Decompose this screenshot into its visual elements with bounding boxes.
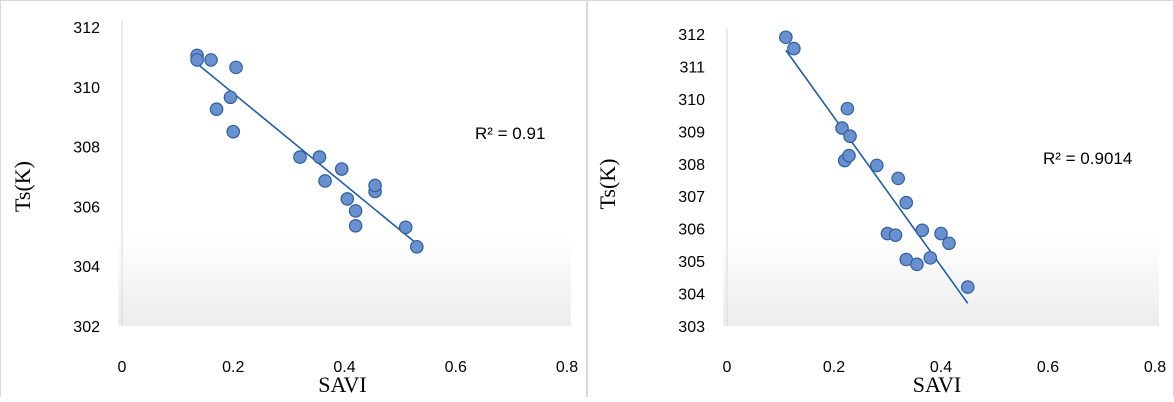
y-axis-title: Ts(K) [595,158,620,209]
y-tick-label: 310 [73,80,100,97]
data-point [348,219,363,233]
data-point [923,251,938,265]
y-tick-label: 305 [678,254,705,271]
y-tick-label: 306 [678,222,705,239]
y-tick-label: 312 [678,27,705,44]
scatter-chart-right: 303 304 305 306 307 308 309 310 311 312 0 0.2 0.4 0.6… [595,27,1166,397]
x-tick-label: 0.6 [445,359,467,376]
data-point [840,101,855,116]
y-tick-label: 303 [678,319,705,336]
data-point [869,158,884,173]
data-point [915,223,930,238]
trendline [785,49,969,304]
data-point [209,102,224,117]
chart-panel-left: 302 304 306 308 310 312 0 0.2 0.4 0.6 0.8 SAVI Ts(K)… [0,0,587,397]
data-point [334,162,349,176]
data-point [226,124,241,139]
data-point [910,257,924,272]
scatter-chart-left: 302 304 306 308 310 312 0 0.2 0.4 0.6 0.8 SAVI Ts(K)… [10,20,578,397]
x-axis-title: SAVI [318,372,367,397]
data-point [835,121,849,135]
data-point [312,150,327,164]
x-tick-label: 0.4 [333,359,355,376]
plot-shading [723,236,1159,326]
y-tick-label: 306 [73,199,100,216]
data-point [229,60,243,75]
data-point [899,195,914,210]
data-point [942,236,956,251]
data-point [410,239,424,254]
y-tick-label: 302 [73,319,100,336]
data-point [779,30,793,45]
data-point [888,228,903,242]
x-tick-label: 0.2 [222,359,244,376]
plot-shading [118,236,571,326]
y-tick-label: 304 [678,287,705,304]
trendline [193,60,418,245]
y-tick-label: 307 [678,189,705,206]
data-point [204,53,218,67]
data-point [960,280,975,294]
data-point [934,226,948,241]
data-point [842,148,856,163]
y-tick-label: 308 [73,140,100,157]
y-axis-title: Ts(K) [10,161,35,212]
data-point [843,129,857,143]
data-point [368,178,382,193]
r-squared-annotation: R² = 0.91 [475,124,545,143]
data-point [318,174,332,188]
x-axis-title: SAVI [913,372,962,397]
y-tick-label: 310 [678,92,705,109]
x-tick-label: 0.8 [556,359,578,376]
y-tick-label: 312 [73,20,100,37]
x-tick-label: 0.6 [1037,359,1059,376]
data-point [398,220,413,235]
x-tick-label: 0 [118,359,127,376]
data-point [190,53,204,67]
x-tick-label: 0.4 [930,359,952,376]
data-point [348,204,363,218]
data-point [293,150,307,164]
chart-panel-right: 303 304 305 306 307 308 309 310 311 312 0 0.2 0.4 0.6… [587,0,1174,397]
x-tick-label: 0.2 [823,359,845,376]
x-tick-label: 0.8 [1144,359,1166,376]
y-tick-label: 308 [678,157,705,174]
y-tick-label: 304 [73,259,100,276]
data-point [223,90,238,105]
y-tick-label: 309 [678,124,705,141]
y-tick-label: 311 [679,59,705,76]
x-tick-label: 0 [723,359,732,376]
data-point [787,41,801,56]
data-point [340,192,355,206]
r-squared-annotation: R² = 0.9014 [1043,149,1132,168]
data-point [891,171,905,186]
